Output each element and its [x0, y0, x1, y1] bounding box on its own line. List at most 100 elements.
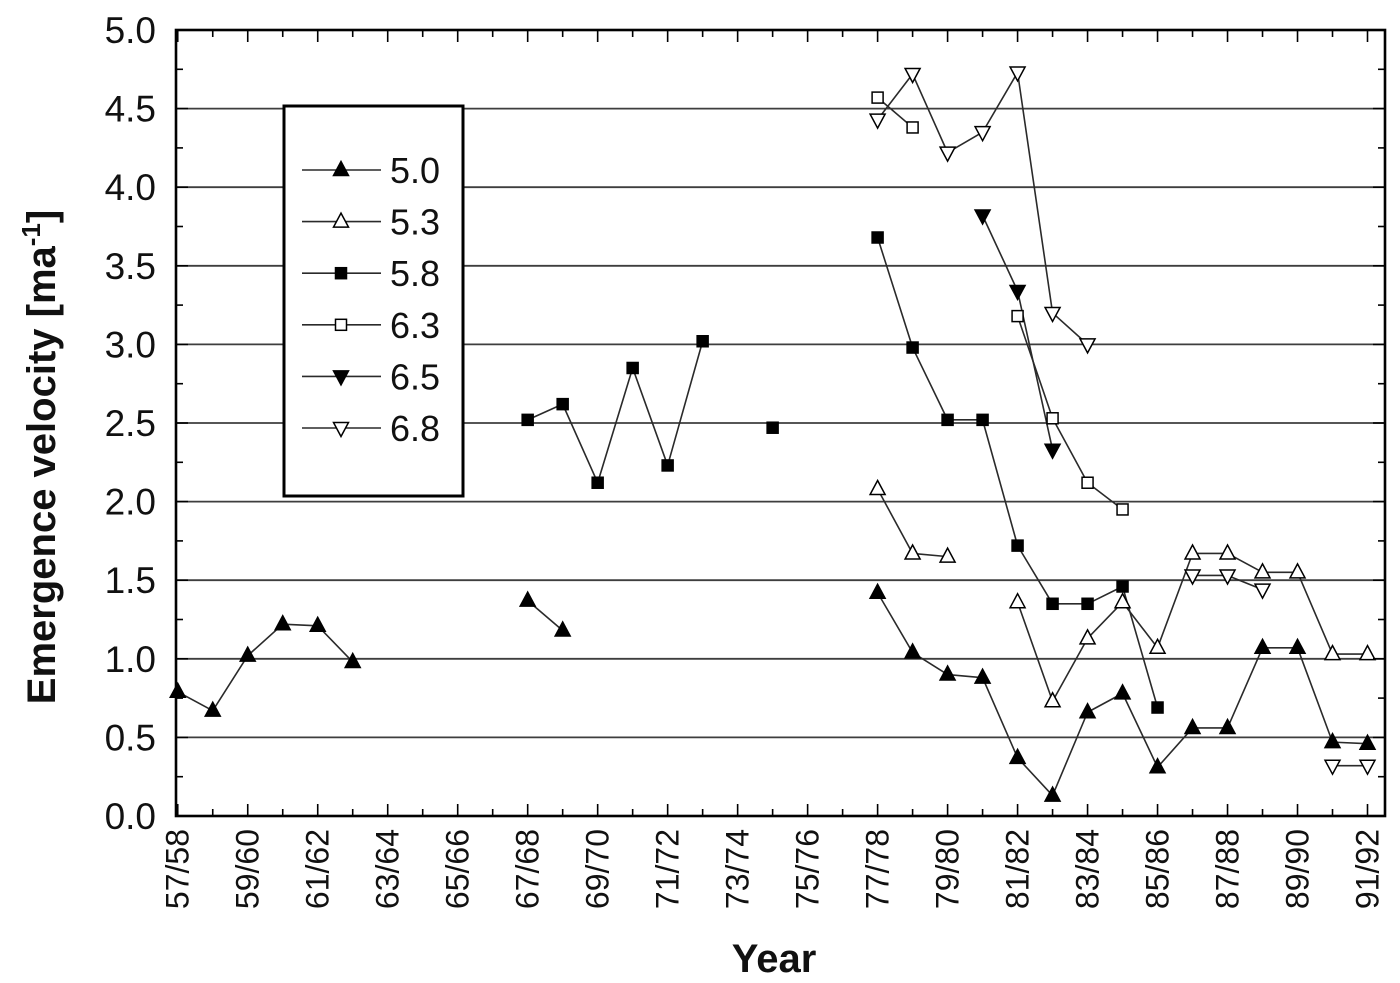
x-tick-label: 73/74 — [720, 829, 756, 909]
legend-entry-6-5: 6.5 — [302, 356, 440, 397]
legend-box — [282, 104, 465, 498]
x-tick-label: 77/78 — [860, 829, 896, 909]
series-5-8-point — [1116, 580, 1129, 593]
series-5-8-point — [871, 231, 884, 244]
y-axis-title-superscript: -1 — [16, 223, 46, 246]
series-5-3-markers — [868, 478, 1377, 708]
y-tick-label: 1.5 — [105, 560, 156, 601]
series-6-5-point — [1008, 284, 1027, 302]
series-6-3-point — [1081, 476, 1094, 489]
x-tick-label: 75/76 — [790, 829, 826, 909]
y-tick-label: 4.0 — [105, 167, 156, 208]
series-5-0-point — [1148, 757, 1167, 774]
series-5-3-point — [938, 546, 957, 563]
series-6-8-point — [868, 113, 887, 130]
series-5-8-point — [591, 476, 604, 489]
legend-entry-6-3: 6.3 — [302, 305, 440, 346]
series-5-8-point — [1011, 539, 1024, 552]
series-5-0-point — [553, 620, 572, 637]
series-5-8-point — [906, 341, 919, 354]
x-tick-label: 81/82 — [1000, 829, 1036, 909]
series-6-5-point — [1043, 443, 1062, 460]
series-5-0-markers — [168, 582, 1377, 802]
series-5-8-point — [1151, 701, 1164, 714]
series-6-5-markers — [973, 209, 1062, 460]
x-tick-label: 91/92 — [1350, 829, 1386, 909]
y-tick-label: 2.5 — [105, 403, 156, 444]
series-5-0-point — [1113, 683, 1132, 700]
series-6-8-point — [1323, 759, 1342, 776]
series-5-0-point — [903, 642, 922, 659]
x-tick-label: 89/90 — [1280, 829, 1316, 909]
series-5-8-point — [696, 335, 709, 348]
series-5-8-point — [766, 421, 779, 434]
series-6-8-markers — [868, 66, 1377, 776]
series-5-0-point — [203, 700, 222, 717]
legend-label: 6.5 — [390, 356, 440, 397]
legend-entry-5-0: 5.0 — [302, 150, 440, 191]
series-5-0-point — [1358, 733, 1377, 750]
series-6-3-markers — [871, 91, 1129, 516]
series-5-0-point — [1183, 717, 1202, 735]
series-5-0-point — [518, 590, 537, 607]
y-axis-title-suffix: ] — [20, 210, 64, 223]
series-5-0-point — [1323, 732, 1342, 749]
legend-label: 5.3 — [390, 202, 440, 243]
series-5-0-point — [1218, 717, 1237, 735]
legend-label: 6.3 — [390, 305, 440, 346]
x-tick-label: 83/84 — [1070, 829, 1106, 909]
series-6-3-point — [1046, 412, 1059, 425]
y-tick-labels: 0.0 0.5 1.0 1.5 2.0 2.5 3.0 3.5 4.0 4.5 5.0 — [105, 10, 156, 837]
series-6-3-point — [1011, 309, 1024, 323]
series-5-3-point — [1113, 592, 1132, 609]
legend-label: 5.8 — [390, 253, 440, 294]
series-5-3-point — [868, 478, 887, 496]
x-tick-label: 63/64 — [370, 829, 406, 909]
legend-label: 5.0 — [390, 150, 440, 191]
y-tick-label: 0.0 — [105, 796, 156, 837]
series-5-3-point — [903, 543, 922, 560]
legend-entry-5-8: 5.8 — [302, 253, 440, 294]
series-5-8-point — [661, 459, 674, 472]
series-5-0-point — [1253, 637, 1272, 655]
series-6-8-point — [1078, 338, 1097, 355]
x-tick-label: 67/68 — [510, 829, 546, 909]
legend-marker — [332, 370, 350, 387]
x-tick-label: 69/70 — [580, 829, 616, 909]
x-tick-label: 87/88 — [1210, 829, 1246, 909]
x-tick-label: 57/58 — [160, 829, 196, 909]
legend-marker — [332, 159, 350, 177]
series-5-3-point — [1218, 543, 1237, 560]
marker-layer — [168, 66, 1377, 802]
series-5-3-point — [1043, 691, 1062, 708]
y-axis-title-text: Emergence velocity [ma — [20, 245, 64, 704]
series-6-8-point — [903, 67, 922, 85]
series-5-3-point — [1358, 643, 1377, 661]
y-tick-label: 3.0 — [105, 324, 156, 365]
series-5-8-point — [941, 413, 954, 427]
series-5-0-point — [1288, 637, 1307, 655]
series-5-8-point — [1046, 597, 1059, 611]
series-5-8-markers — [521, 231, 1164, 714]
series-5-0-point — [1043, 785, 1062, 802]
series-6-3-point — [906, 121, 919, 134]
series-6-8-point — [973, 125, 992, 143]
series-5-0-point — [238, 645, 257, 662]
series-6-8-point — [938, 146, 957, 163]
x-tick-labels: 57/58 59/60 61/62 63/64 65/66 67/68 69/70 71/72… — [160, 829, 1386, 909]
series-6-3-point — [871, 91, 884, 104]
legend-marker — [334, 318, 348, 332]
series-5-3-point — [1253, 562, 1272, 579]
tick-marks — [176, 29, 1385, 817]
series-5-0-point — [308, 615, 327, 633]
legend-entries: 5.0 5.3 5.8 6.3 6.5 6.8 — [302, 150, 440, 449]
y-tick-label: 5.0 — [105, 10, 156, 51]
series-5-8-point — [1081, 597, 1094, 611]
series-6-3-point — [1116, 503, 1129, 516]
y-tick-label: 2.0 — [105, 482, 156, 523]
series-6-8-point — [1358, 759, 1377, 776]
series-5-0-point — [1008, 747, 1027, 765]
x-tick-label: 61/62 — [300, 829, 336, 909]
